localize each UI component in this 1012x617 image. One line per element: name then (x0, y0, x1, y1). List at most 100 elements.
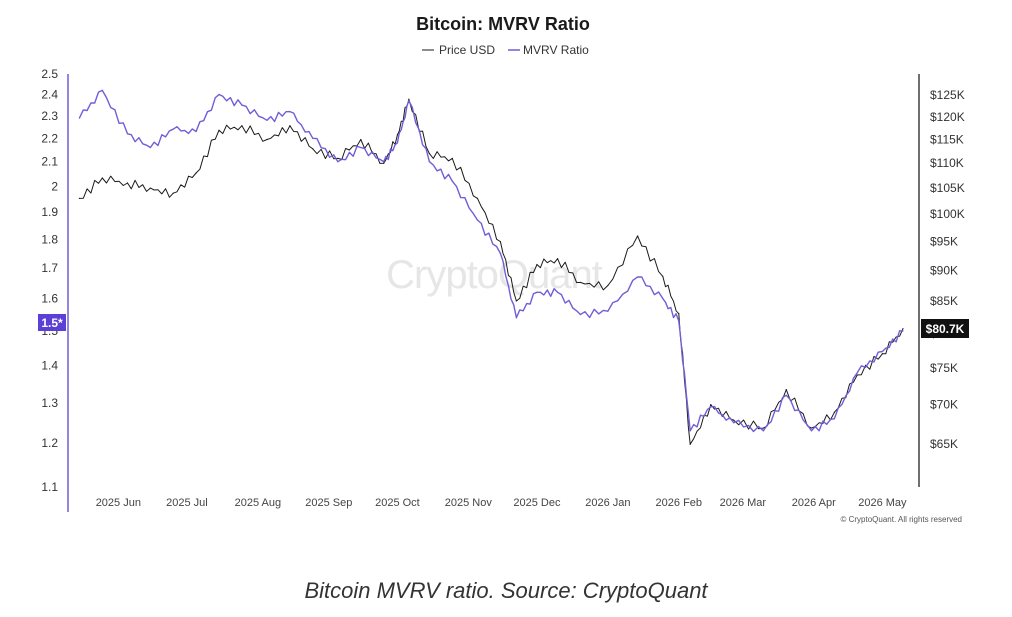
right-tick-label: $70K (930, 398, 958, 412)
left-tick-label: 2.4 (41, 88, 58, 102)
left-tick-label: 1.2 (41, 436, 58, 450)
price-usd-point (881, 353, 883, 355)
mvrv-ratio-point (476, 219, 479, 221)
mvrv-ratio-point (360, 146, 362, 149)
price-usd-point (149, 187, 151, 189)
right-tick-label: $90K (930, 263, 958, 277)
price-usd-point (856, 374, 858, 376)
mvrv-ratio-point (785, 394, 787, 396)
mvrv-ratio-point (428, 161, 431, 163)
right-tick-label: $115K (930, 132, 964, 146)
x-tick-label: 2025 Aug (235, 497, 282, 509)
watermark: CryptoQuant (386, 253, 603, 297)
x-tick-label: 2025 Jul (166, 497, 208, 509)
price-usd-point (396, 134, 399, 136)
mvrv-ratio-point (733, 422, 735, 424)
mvrv-ratio-point (266, 119, 268, 121)
price-usd-point (556, 258, 559, 260)
mvrv-ratio-point (289, 110, 291, 113)
price-usd-point (733, 419, 735, 421)
price-usd-point (762, 427, 765, 429)
left-tick-label: 1.3 (41, 396, 58, 410)
series-layer (78, 89, 904, 445)
right-tick-label: $95K (930, 235, 958, 249)
mvrv-ratio-point (579, 313, 582, 316)
left-tick-label: 1.1 (41, 480, 58, 494)
price-usd-point (607, 284, 609, 287)
left-tick-label: 2 (51, 179, 58, 193)
mvrv-ratio-point (337, 161, 339, 163)
price-usd-point (451, 157, 453, 159)
mvrv-ratio-point (195, 130, 197, 133)
mvrv-ratio-point (499, 252, 501, 255)
mvrv-ratio-point (536, 291, 538, 293)
x-axis: 2025 Jun 2025 Jul 2025 Aug 2025 Sep 2025 Oct… (96, 497, 907, 509)
right-tick-label: $100K (930, 207, 965, 221)
right-current-marker-box (921, 319, 969, 338)
price-usd-point (689, 443, 691, 445)
right-tick-label: $105K (930, 181, 965, 195)
x-tick-label: 2025 Dec (513, 497, 561, 509)
right-current-marker: $80.7K (921, 319, 969, 338)
left-tick-label: 2.2 (41, 131, 58, 145)
mvrv-ratio-point (218, 93, 220, 96)
price-usd-point (785, 389, 787, 391)
price-usd-point (902, 328, 904, 330)
mvrv-ratio-point (408, 100, 410, 102)
x-tick-label: 2025 Jun (96, 497, 141, 509)
left-tick-label: 1.7 (41, 261, 58, 275)
mvrv-ratio-point (101, 89, 103, 91)
left-current-marker-label: 1.5* (41, 316, 63, 330)
price-usd-point (289, 125, 291, 127)
left-tick-label: 2.3 (41, 109, 58, 123)
price-usd-point (195, 172, 197, 174)
price-usd-point (218, 129, 220, 131)
chart-title: Bitcoin: MVRV Ratio (416, 14, 590, 34)
price-usd-point (78, 197, 81, 199)
price-usd-point (710, 404, 712, 406)
right-tick-label: $75K (930, 361, 958, 375)
mvrv-ratio-point (833, 418, 835, 420)
mvrv-ratio-point (902, 330, 904, 332)
legend-mvrv-label[interactable]: MVRV Ratio (523, 43, 589, 57)
price-usd-point (637, 235, 639, 237)
x-tick-label: 2026 Apr (792, 497, 836, 509)
left-current-marker: 1.5* (38, 314, 66, 331)
left-tick-label: 1.4 (41, 359, 58, 373)
legend[interactable]: Price USD MVRV Ratio (422, 43, 589, 57)
left-tick-label: 2.1 (41, 155, 58, 169)
mvrv-ratio-point (762, 430, 765, 432)
mvrv-ratio-point (396, 142, 399, 144)
x-tick-label: 2026 Feb (656, 497, 702, 509)
right-current-marker-label: $80.7K (926, 322, 965, 336)
price-usd-point (266, 138, 268, 141)
price-usd-point (515, 300, 517, 302)
mvrv-ratio-point (856, 372, 858, 374)
mvrv-ratio-point (662, 297, 664, 300)
price-usd-point (312, 148, 314, 150)
mvrv-ratio-point (383, 161, 385, 163)
mvrv-ratio-point (312, 137, 314, 139)
price-usd-point (241, 125, 243, 127)
mvrv-ratio-point (451, 180, 453, 182)
right-tick-label: $120K (930, 110, 965, 124)
mvrv-ratio-point (637, 276, 639, 278)
x-tick-label: 2025 Sep (305, 497, 352, 509)
mvrv-ratio-point (710, 406, 712, 408)
mvrv-ratio-point (810, 430, 813, 432)
price-usd-point (499, 240, 501, 243)
x-tick-label: 2025 Oct (375, 497, 420, 509)
price-usd-point (810, 427, 813, 429)
price-usd-point (579, 281, 582, 284)
x-tick-label: 2026 Mar (720, 497, 767, 509)
left-current-marker-box (38, 314, 66, 331)
mvrv-ratio-point (126, 133, 129, 135)
legend-price-label[interactable]: Price USD (439, 43, 495, 57)
price-usd-point (337, 157, 339, 159)
mvrv-ratio-point (515, 317, 517, 319)
left-tick-label: 2.5 (41, 67, 58, 81)
mvrv-ratio-point (149, 146, 151, 149)
copyright: © CryptoQuant. All rights reserved (841, 515, 963, 524)
right-tick-label: $110K (930, 156, 964, 170)
price-usd-point (101, 177, 103, 179)
